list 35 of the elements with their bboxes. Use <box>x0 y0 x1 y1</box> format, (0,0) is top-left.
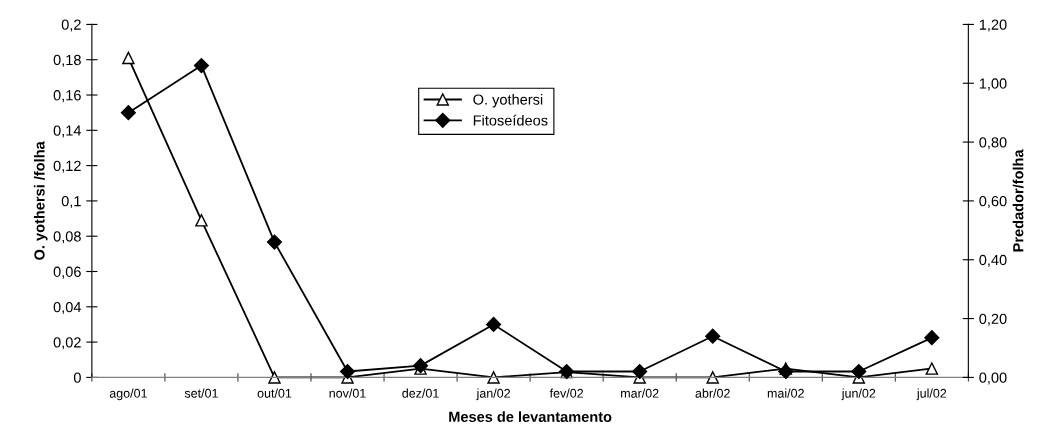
y-tick-label: 0,18 <box>53 54 81 67</box>
legend-label: Fitoseídeos <box>473 114 548 126</box>
x-tick-label: mar/02 <box>621 388 659 398</box>
x-tick-label: jul/02 <box>916 388 947 401</box>
y-tick-label: 0,08 <box>53 231 81 244</box>
legend-label: O. yothersi <box>473 94 543 108</box>
x-tick-label: nov/01 <box>329 388 366 398</box>
y-tick-label: 0,02 <box>53 337 81 350</box>
y-tick-label: 0,2 <box>61 19 81 32</box>
y-axis-title: O. yothersi /folha <box>33 141 48 260</box>
x-tick-label: set/01 <box>184 388 218 398</box>
x-tick-label: dez/01 <box>402 388 439 398</box>
y2-axis-title: Predador/folha <box>1012 149 1024 252</box>
y2-tick-label: 0,60 <box>979 196 1007 209</box>
y-tick-label: 0,14 <box>53 125 82 138</box>
y-tick-label: 0,1 <box>61 196 81 209</box>
y-tick-label: 0,16 <box>53 90 81 103</box>
y-tick-label: 0 <box>73 372 81 383</box>
x-axis-title: Meses de levantamento <box>449 411 612 422</box>
y2-tick-label: 1,00 <box>979 78 1007 91</box>
y2-tick-label: 0,00 <box>979 372 1007 385</box>
y2-tick-label: 0,40 <box>979 254 1007 267</box>
x-tick-label: abr/02 <box>695 388 730 398</box>
x-tick-label: jun/02 <box>841 388 876 401</box>
x-tick-label: fev/02 <box>549 388 584 398</box>
y2-tick-label: 0,20 <box>979 313 1007 326</box>
y-tick-label: 0,06 <box>53 266 81 279</box>
y-tick-label: 0,12 <box>53 160 81 173</box>
y2-tick-label: 1,20 <box>979 19 1007 32</box>
x-tick-label: out/01 <box>257 388 292 398</box>
x-tick-label: jan/02 <box>476 388 510 401</box>
x-tick-label: ago/01 <box>109 388 147 401</box>
y2-tick-label: 0,80 <box>979 137 1007 150</box>
x-tick-label: mai/02 <box>767 388 804 398</box>
y-tick-label: 0,04 <box>53 301 82 314</box>
